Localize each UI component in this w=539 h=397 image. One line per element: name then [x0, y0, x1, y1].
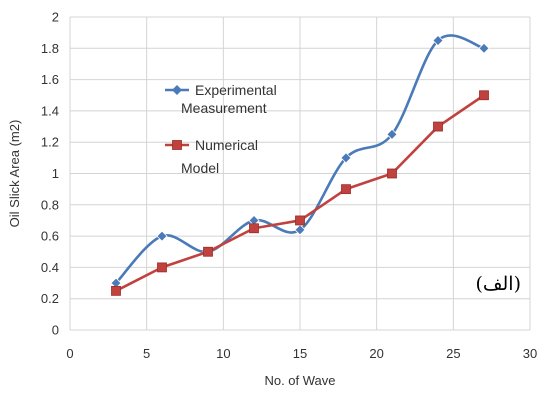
x-tick-label: 0 — [66, 346, 73, 361]
y-axis-title: Oil Slick Area (m2) — [7, 120, 22, 228]
x-tick-label: 10 — [216, 346, 230, 361]
y-tick-label: 1.4 — [41, 103, 59, 118]
data-point-numerical — [387, 168, 397, 179]
y-tick-label: 1 — [52, 166, 59, 181]
y-tick-label: 0.8 — [41, 197, 59, 212]
data-point-numerical — [111, 285, 121, 296]
y-tick-label: 0 — [52, 323, 59, 338]
y-tick-label: 0.2 — [41, 291, 59, 306]
legend-label-numerical: Numerical — [195, 137, 258, 153]
series-group — [110, 34, 490, 296]
data-point-numerical — [203, 246, 213, 257]
legend: Experimental Measurement Numerical Model — [165, 82, 277, 176]
data-point-numerical — [341, 184, 351, 195]
x-axis-title: No. of Wave — [264, 373, 335, 388]
data-point-experimental — [156, 230, 168, 242]
series-line-experimental — [114, 34, 486, 285]
y-tick-label: 1.2 — [41, 135, 59, 150]
data-point-numerical — [249, 223, 259, 234]
grid — [69, 16, 531, 331]
x-tick-label: 25 — [446, 346, 460, 361]
x-tick-label: 15 — [293, 346, 307, 361]
legend-marker-experimental — [172, 85, 182, 95]
panel-annotation: (الف) — [475, 273, 521, 295]
x-axis-ticks: 0 5 10 15 20 25 30 — [66, 346, 537, 361]
x-tick-label: 30 — [523, 346, 537, 361]
data-point-experimental — [432, 34, 444, 47]
legend-label-numerical-line2: Model — [181, 160, 219, 176]
data-point-numerical — [295, 215, 305, 226]
legend-label-experimental: Experimental — [195, 82, 277, 98]
data-point-experimental — [386, 128, 398, 140]
y-tick-label: 2 — [52, 10, 59, 25]
x-tick-label: 20 — [369, 346, 383, 361]
y-axis-ticks: 0 0.2 0.4 0.6 0.8 1 1.2 1.4 1.6 1.8 2 — [41, 10, 59, 338]
y-tick-label: 1.8 — [41, 41, 59, 56]
legend-label-experimental-line2: Measurement — [181, 100, 267, 116]
y-tick-label: 0.6 — [41, 229, 59, 244]
data-point-experimental — [478, 42, 490, 54]
y-tick-label: 0.4 — [41, 260, 59, 275]
data-point-numerical — [433, 121, 443, 132]
data-point-numerical — [479, 90, 489, 101]
legend-marker-numerical — [172, 140, 182, 150]
data-point-experimental — [294, 224, 306, 236]
data-point-experimental — [340, 152, 352, 164]
y-tick-label: 1.6 — [41, 72, 59, 87]
x-tick-label: 5 — [143, 346, 150, 361]
data-point-numerical — [157, 262, 167, 273]
